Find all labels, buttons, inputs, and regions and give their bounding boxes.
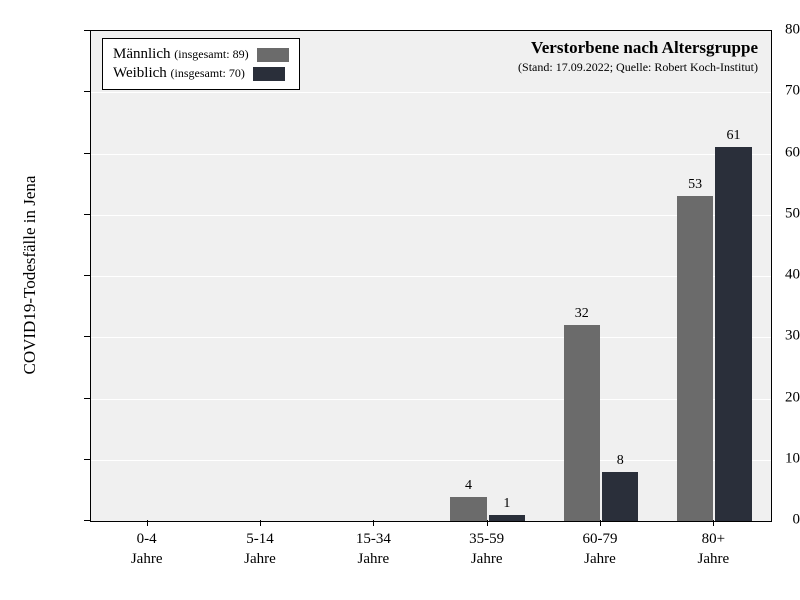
chart-subtitle: (Stand: 17.09.2022; Quelle: Robert Koch-… <box>518 60 758 75</box>
y-axis-label: COVID19-Todesfälle in Jena <box>20 30 40 520</box>
y-tick <box>84 153 90 154</box>
x-tick <box>487 520 488 526</box>
legend-item: Weiblich (insgesamt: 70) <box>113 64 289 83</box>
y-tick-label: 80 <box>722 22 800 39</box>
bar <box>450 497 486 522</box>
y-tick <box>84 520 90 521</box>
x-category-label: 15-34Jahre <box>356 530 391 569</box>
x-tick <box>147 520 148 526</box>
y-tick-label: 50 <box>722 205 800 222</box>
bar-value-label: 32 <box>575 306 589 322</box>
grid-line <box>91 460 771 461</box>
y-tick <box>84 336 90 337</box>
grid-line <box>91 215 771 216</box>
x-category-label: 0-4Jahre <box>131 530 163 569</box>
bar-value-label: 61 <box>727 128 741 144</box>
grid-line <box>91 337 771 338</box>
grid-line <box>91 154 771 155</box>
y-tick-label: 0 <box>722 512 800 529</box>
y-tick-label: 20 <box>722 389 800 406</box>
x-category-label: 35-59Jahre <box>469 530 504 569</box>
grid-line <box>91 276 771 277</box>
legend-swatch <box>257 48 289 62</box>
legend-label: Weiblich (insgesamt: 70) <box>113 65 245 82</box>
bar-value-label: 8 <box>617 453 624 469</box>
y-tick-label: 40 <box>722 267 800 284</box>
legend: Männlich (insgesamt: 89) Weiblich (insges… <box>102 38 300 90</box>
bar-value-label: 53 <box>688 177 702 193</box>
y-tick <box>84 398 90 399</box>
y-tick-label: 60 <box>722 144 800 161</box>
grid-line <box>91 399 771 400</box>
bar <box>489 515 525 521</box>
bar-value-label: 4 <box>465 478 472 494</box>
x-category-label: 80+Jahre <box>698 530 730 569</box>
chart-title: Verstorbene nach Altersgruppe <box>518 38 758 58</box>
title-block: Verstorbene nach Altersgruppe (Stand: 17… <box>518 38 758 75</box>
y-tick <box>84 214 90 215</box>
y-tick-label: 30 <box>722 328 800 345</box>
y-tick-label: 70 <box>722 83 800 100</box>
legend-label: Männlich (insgesamt: 89) <box>113 46 249 63</box>
plot-area: 4 1 32 8 53 61 <box>90 30 772 522</box>
y-tick <box>84 30 90 31</box>
x-category-label: 60-79Jahre <box>583 530 618 569</box>
legend-swatch <box>253 67 285 81</box>
x-tick <box>713 520 714 526</box>
y-tick <box>84 275 90 276</box>
x-tick <box>373 520 374 526</box>
y-tick <box>84 91 90 92</box>
bar <box>677 196 713 521</box>
chart-container: 4 1 32 8 53 61 COVID19-Todesfälle in Jena Män… <box>0 0 800 600</box>
legend-item: Männlich (insgesamt: 89) <box>113 45 289 64</box>
x-tick <box>260 520 261 526</box>
x-tick <box>600 520 601 526</box>
bar-value-label: 1 <box>503 496 510 512</box>
y-tick <box>84 459 90 460</box>
grid-line <box>91 92 771 93</box>
bar <box>564 325 600 521</box>
x-category-label: 5-14Jahre <box>244 530 276 569</box>
y-tick-label: 10 <box>722 450 800 467</box>
bar <box>602 472 638 521</box>
